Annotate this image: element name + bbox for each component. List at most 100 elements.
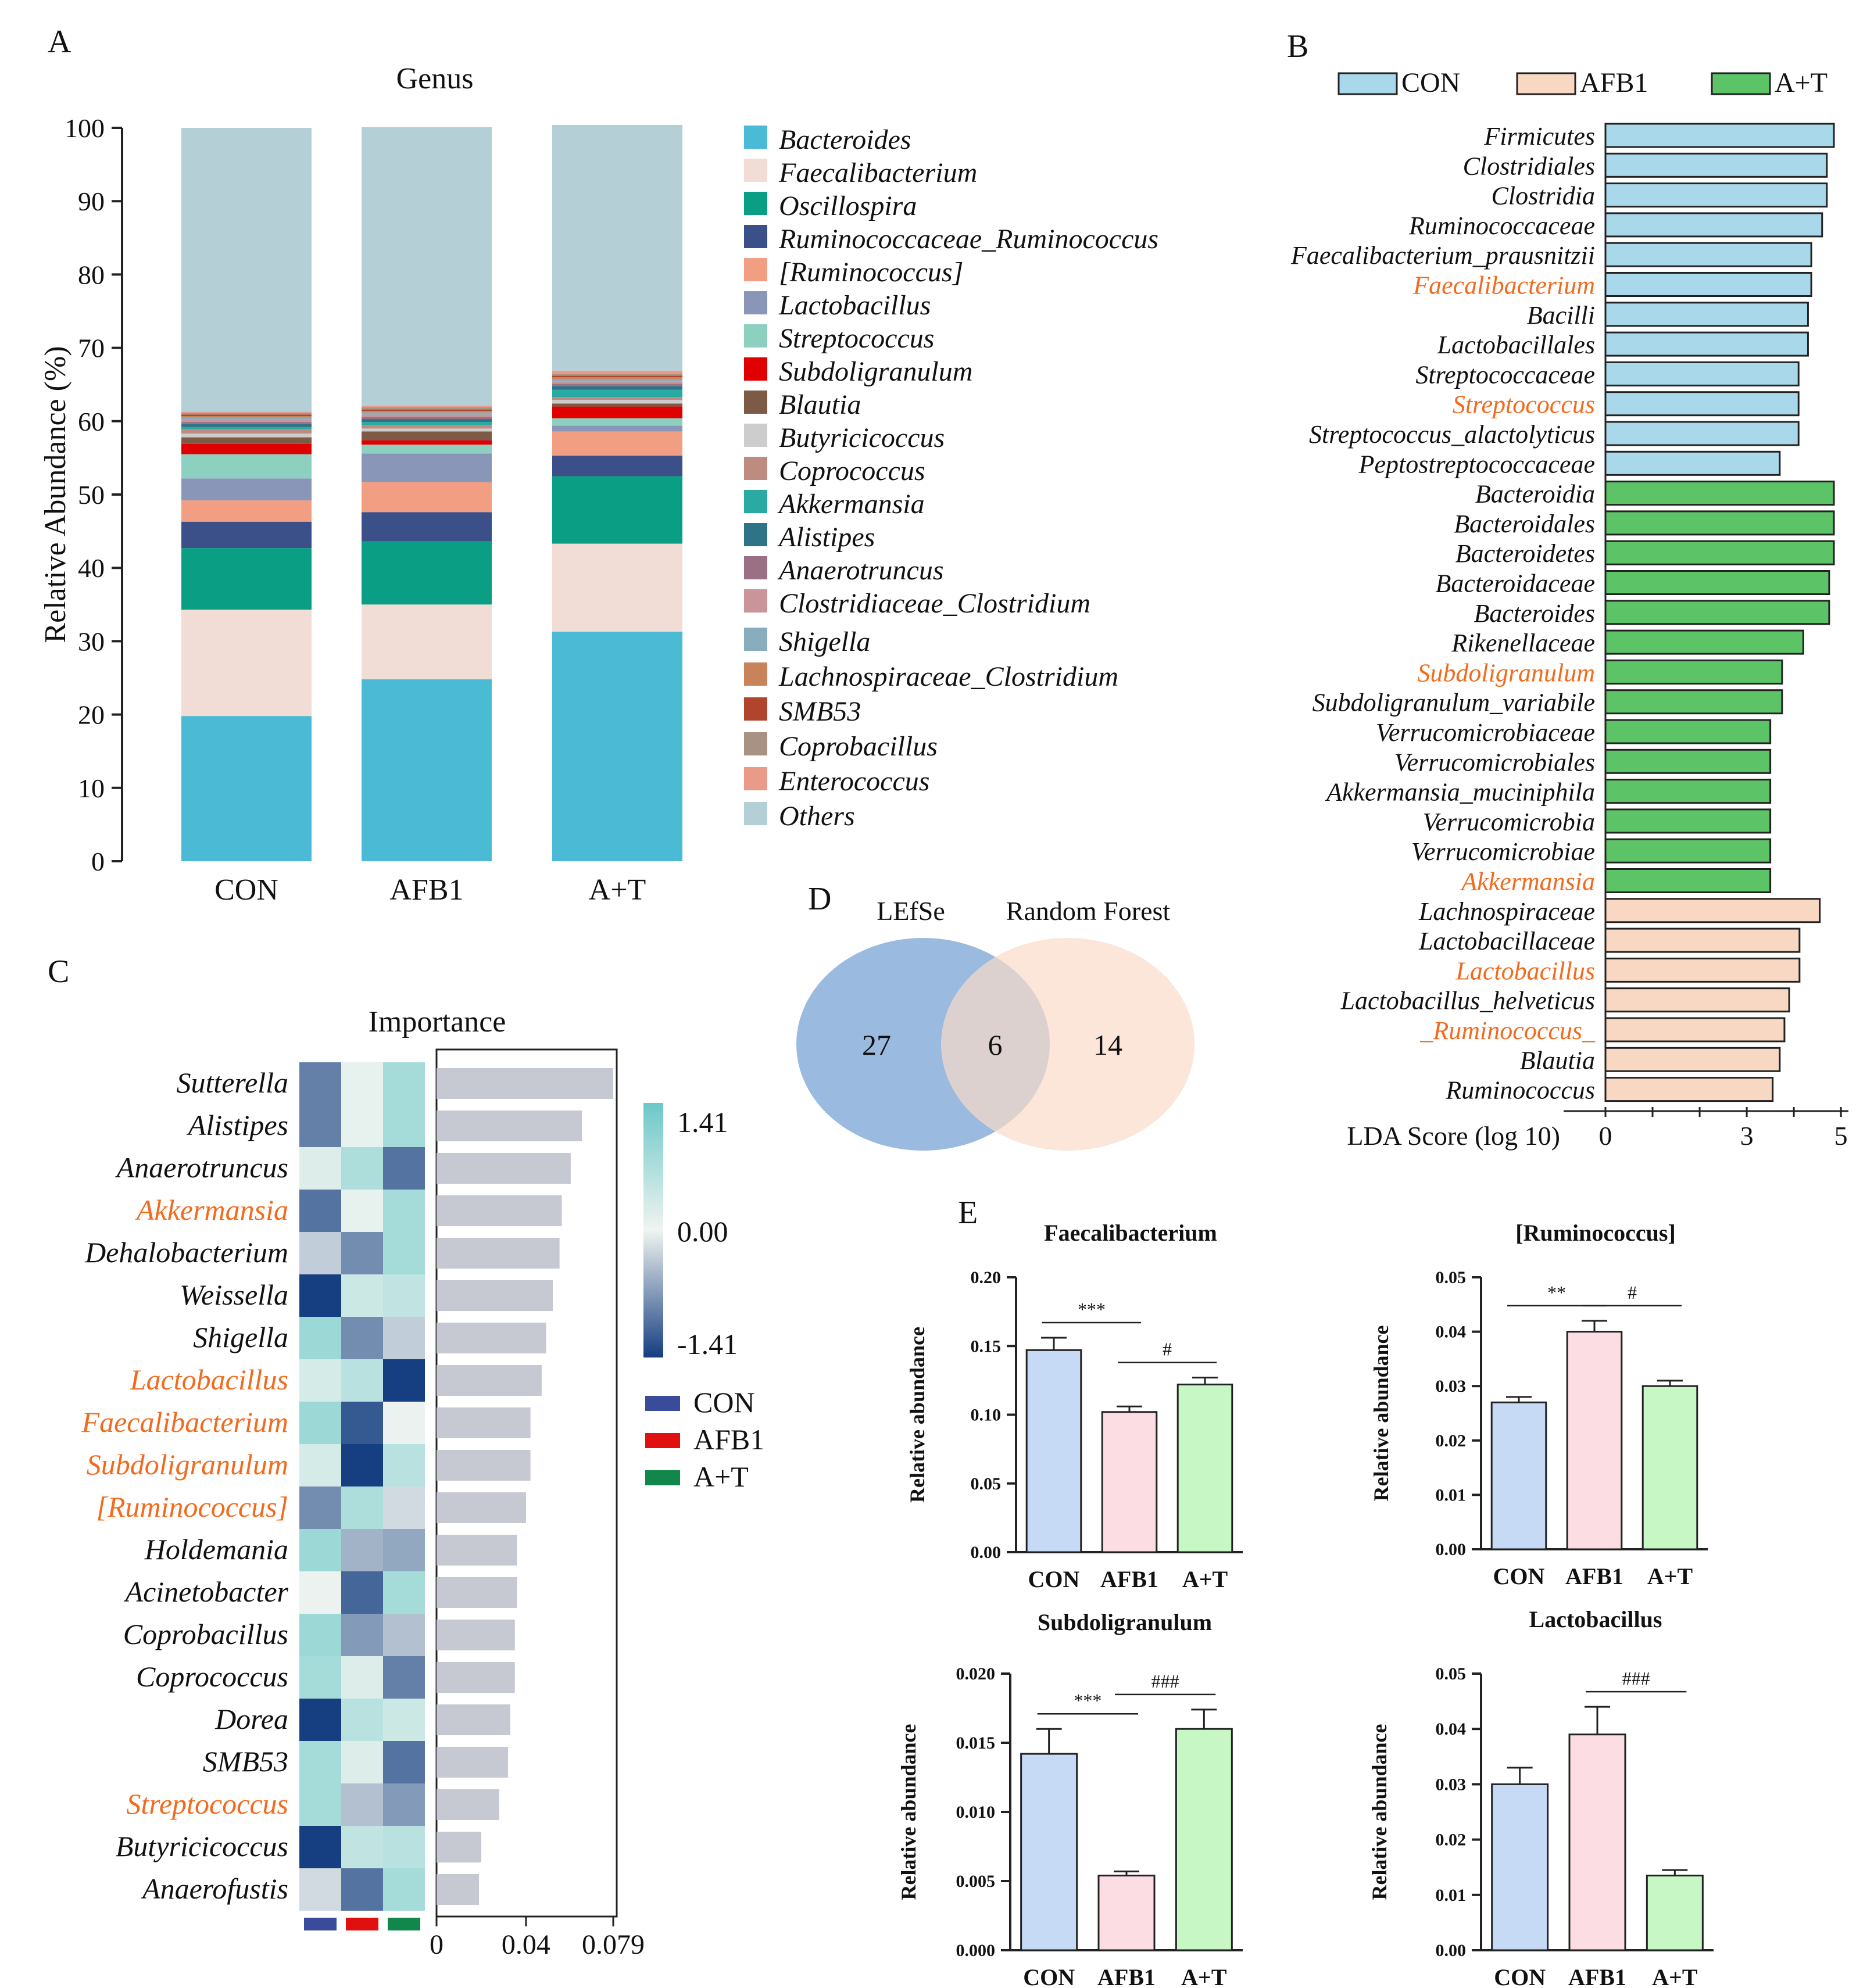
panel-b-bar-label: Lactobacillus_helveticus [1340,987,1595,1015]
panel-a-legend-label: Akkermansia [777,489,925,520]
panel-c-heatmap-cell [299,1783,341,1826]
panel-e-y-tick-label: 0.10 [971,1406,1002,1425]
panel-c-x-tick-label: 0.04 [502,1929,550,1960]
panel-c-heatmap-cell [341,1868,383,1911]
panel-e-significance-label: # [1628,1282,1637,1303]
panel-b-bar [1604,927,1801,953]
panel-e-subplot-title: Faecalibacterium [1044,1220,1217,1246]
panel-a-bar-segment [181,417,312,420]
panel-c-heatmap-cell [341,1783,383,1826]
panel-c-heatmap-cell [299,1062,341,1105]
panel-a-legend-swatch [744,490,767,513]
panel-b-bar-label: Faecalibacterium [1412,271,1595,300]
panel-a-legend-label: Blautia [779,389,861,420]
panel-a-bar-segment [552,397,682,400]
panel-c-heatmap-cell [299,1486,341,1529]
panel-c-row-label: Coprobacillus [123,1618,288,1650]
venn-rf-circle [941,938,1195,1151]
panel-a-legend-label: Lactobacillus [778,290,931,321]
panel-a-bar-segment [362,411,492,413]
panel-a-legend-label: [Ruminococcus] [779,257,963,288]
panel-b-bar-label: Lactobacillus [1455,957,1595,985]
panel-b-bar-label: _Ruminococcus_ [1419,1016,1596,1045]
panel-e-y-label: Relative abundance [1368,1724,1391,1900]
panel-a-bar-segment [181,420,312,422]
panel-a-y-tick-label: 90 [78,187,105,216]
panel-a-bar-segment [362,419,492,422]
panel-a-bar-segment [181,128,312,412]
panel-e-significance-label: *** [1074,1690,1101,1711]
panel-a-y-tick-label: 40 [78,553,105,583]
panel-b-x-tick-label: 0 [1599,1121,1612,1151]
panel-label-B: B [1287,28,1308,65]
panel-b-bar [1604,808,1772,834]
panel-c-row-label: Alistipes [187,1109,288,1141]
panel-c-heatmap-cell [299,1147,341,1190]
panel-a-bar-segment [552,543,682,632]
panel-b-bar-label: Subdoligranulum_variabile [1312,689,1595,717]
panel-e-y-label: Relative abundance [1369,1325,1393,1501]
panel-a-bar-segment [552,456,682,477]
panel-a-legend-swatch [744,767,767,790]
panel-a-legend-label: Alistipes [777,522,875,553]
panel-b-bar-label: Verrucomicrobiales [1394,748,1595,776]
panel-b-bar-label: Lachnospiraceae [1418,897,1595,926]
panel-a-bar-segment [181,415,312,418]
panel-b-bar [1604,987,1790,1013]
panel-c-colorbar-mid: 0.00 [677,1215,728,1248]
panel-e-y-tick-label: 0.03 [1436,1377,1467,1396]
panel-c-heatmap-cell [383,1486,425,1529]
panel-a-bar-segment [362,409,492,411]
panel-c-heatmap-cell [383,1741,425,1783]
panel-a-legend-swatch [744,523,767,546]
panel-a-bar-segment [181,424,312,427]
panel-c-group-legend-label: AFB1 [693,1423,764,1456]
panel-e-category-label: A+T [1181,1964,1227,1988]
panel-b-bar-label: Streptococcaceae [1415,360,1595,389]
panel-a-legend-label: Enterococcus [778,766,929,797]
panel-a-bar-segment [552,373,682,376]
panel-a-bar-segment [362,425,492,429]
panel-b-bar-label: Lactobacillales [1437,331,1595,359]
panel-c-row-label: Sutterella [176,1066,288,1099]
panel-c-row-label: Dehalobacterium [84,1236,288,1269]
panel-e-category-label: AFB1 [1568,1964,1626,1988]
panel-c-heatmap-cell [383,1783,425,1826]
panel-b-legend-swatch [1337,72,1398,95]
panel-c-row-label: Shigella [193,1321,288,1353]
panel-c-importance-bar [437,1789,499,1820]
panel-a-y-tick-label: 30 [78,626,105,656]
panel-e-y-tick-label: 0.04 [1436,1720,1467,1739]
panel-a-legend-label: Coprobacillus [779,731,938,762]
panel-e-significance-label: # [1163,1339,1172,1360]
panel-c-importance-bar [437,1153,571,1184]
panel-e-category-label: A+T [1182,1566,1228,1592]
panel-c-heatmap-cell [383,1868,425,1911]
panel-b-bar [1604,272,1812,297]
panel-a-bar-segment [362,512,492,542]
panel-e-category-label: AFB1 [1097,1964,1156,1988]
panel-b-bar-label: Faecalibacterium_prausnitzii [1290,241,1595,270]
panel-a-bar-segment [362,482,492,513]
panel-b-x-tick-label: 5 [1834,1121,1848,1151]
panel-b-bar [1604,898,1821,923]
panel-c-heatmap-cell [383,1190,425,1232]
panel-b-bar-label: Bacteroidaceae [1436,569,1595,598]
panel-c-heatmap-cell [341,1444,383,1486]
panel-b-bar [1604,481,1835,506]
panel-c-heatmap-cell [383,1614,425,1656]
panel-a-bar-segment [552,431,682,456]
panel-e-y-tick-label: 0.020 [956,1664,996,1683]
panel-c-heatmap-cell [341,1656,383,1699]
panel-e-category-label: A+T [1647,1563,1693,1589]
panel-c-group-bar [304,1918,337,1930]
panel-c-heatmap-cell [383,1274,425,1317]
panel-e-y-tick-label: 0.02 [1436,1831,1467,1850]
panel-a-bar-segment [552,370,682,374]
panel-b-bar-label: Bacteroidales [1454,510,1595,538]
panel-c-heatmap-cell [383,1656,425,1699]
panel-c-row-label: Acinetobacter [124,1575,289,1608]
panel-b-bar-label: Ruminococcus [1445,1076,1595,1105]
panel-b-bar-label: Bacteroides [1474,599,1595,628]
